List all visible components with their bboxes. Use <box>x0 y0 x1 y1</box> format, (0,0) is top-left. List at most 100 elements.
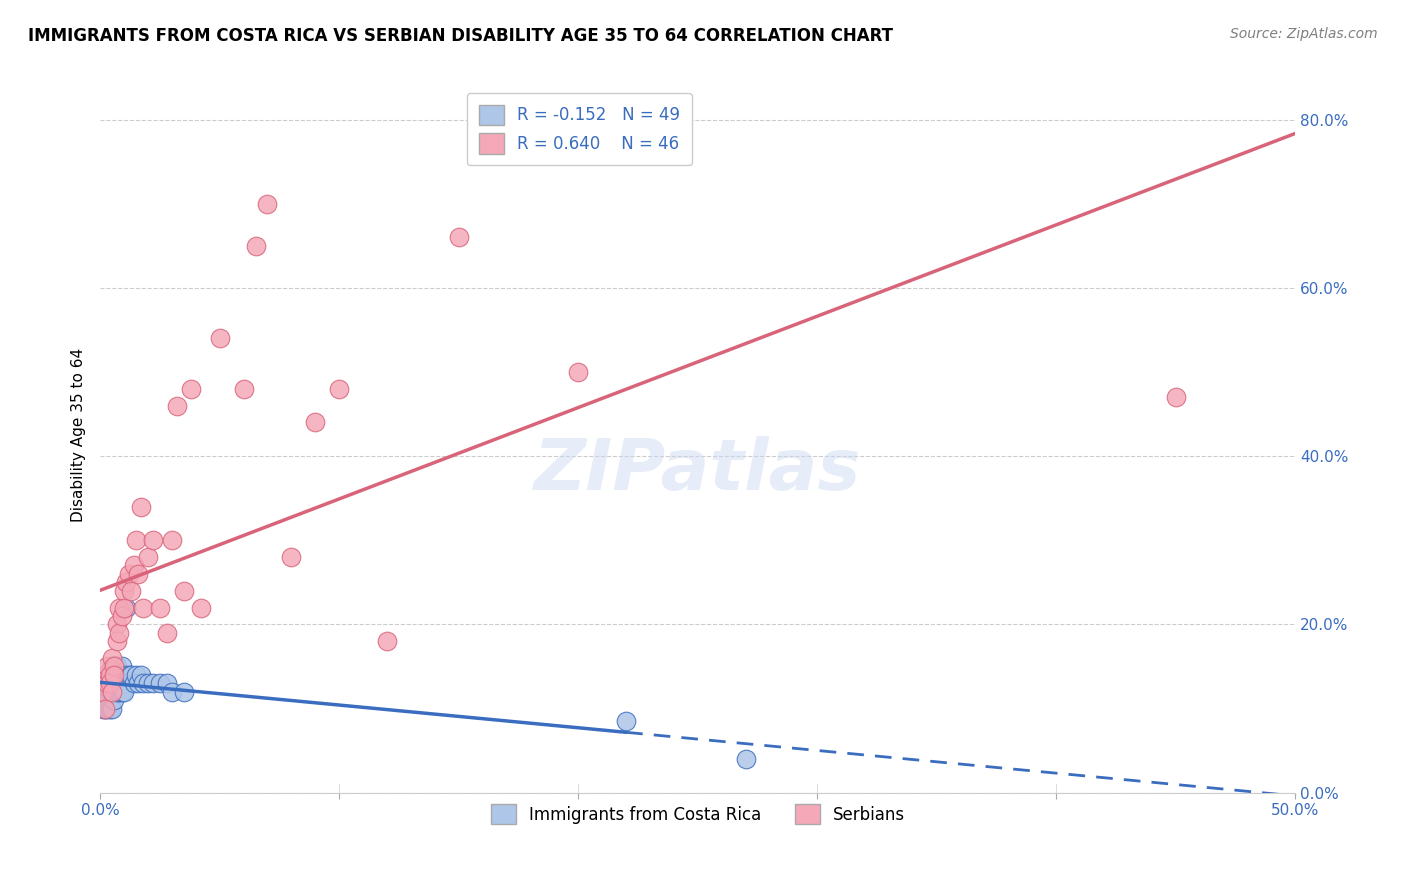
Point <box>103 676 125 690</box>
Point <box>101 684 124 698</box>
Point <box>328 382 350 396</box>
Point <box>567 365 589 379</box>
Point <box>127 676 149 690</box>
Point <box>1164 390 1187 404</box>
Point <box>125 533 148 548</box>
Point <box>94 684 117 698</box>
Point <box>101 676 124 690</box>
Point <box>96 676 118 690</box>
Point <box>614 714 637 728</box>
Point <box>101 651 124 665</box>
Point <box>256 196 278 211</box>
Point <box>98 676 121 690</box>
Point <box>149 676 172 690</box>
Point <box>94 701 117 715</box>
Point <box>105 676 128 690</box>
Point <box>734 752 756 766</box>
Point <box>101 684 124 698</box>
Point <box>96 693 118 707</box>
Point <box>375 634 398 648</box>
Point <box>98 668 121 682</box>
Point <box>96 676 118 690</box>
Point <box>127 566 149 581</box>
Point <box>98 676 121 690</box>
Point <box>101 659 124 673</box>
Point <box>118 668 141 682</box>
Point <box>115 575 138 590</box>
Point <box>180 382 202 396</box>
Point <box>208 331 231 345</box>
Point <box>129 500 152 514</box>
Point <box>166 399 188 413</box>
Point <box>94 668 117 682</box>
Point <box>91 684 114 698</box>
Point <box>280 550 302 565</box>
Point <box>108 625 131 640</box>
Point <box>304 416 326 430</box>
Text: ZIPatlas: ZIPatlas <box>534 436 862 505</box>
Point <box>120 583 142 598</box>
Point <box>112 583 135 598</box>
Point <box>136 676 159 690</box>
Point <box>132 600 155 615</box>
Point <box>94 693 117 707</box>
Point <box>94 676 117 690</box>
Text: IMMIGRANTS FROM COSTA RICA VS SERBIAN DISABILITY AGE 35 TO 64 CORRELATION CHART: IMMIGRANTS FROM COSTA RICA VS SERBIAN DI… <box>28 27 893 45</box>
Point <box>96 684 118 698</box>
Y-axis label: Disability Age 35 to 64: Disability Age 35 to 64 <box>72 348 86 522</box>
Point <box>160 684 183 698</box>
Point <box>156 676 179 690</box>
Point <box>98 668 121 682</box>
Point <box>105 634 128 648</box>
Point <box>132 676 155 690</box>
Point <box>232 382 254 396</box>
Point <box>160 533 183 548</box>
Point <box>98 701 121 715</box>
Point <box>91 701 114 715</box>
Point <box>118 566 141 581</box>
Point <box>111 609 134 624</box>
Point <box>173 684 195 698</box>
Point <box>122 558 145 573</box>
Point <box>112 600 135 615</box>
Point <box>125 668 148 682</box>
Point <box>91 676 114 690</box>
Point <box>96 668 118 682</box>
Point <box>103 659 125 673</box>
Point <box>142 676 165 690</box>
Point <box>156 625 179 640</box>
Point <box>112 684 135 698</box>
Text: Source: ZipAtlas.com: Source: ZipAtlas.com <box>1230 27 1378 41</box>
Point <box>94 668 117 682</box>
Point <box>105 617 128 632</box>
Point <box>91 684 114 698</box>
Point <box>245 238 267 252</box>
Point <box>115 600 138 615</box>
Point <box>108 684 131 698</box>
Point <box>103 668 125 682</box>
Point <box>129 668 152 682</box>
Point <box>105 684 128 698</box>
Point <box>142 533 165 548</box>
Point <box>103 659 125 673</box>
Point <box>173 583 195 598</box>
Point <box>111 659 134 673</box>
Point <box>112 668 135 682</box>
Point <box>94 701 117 715</box>
Point <box>108 600 131 615</box>
Point <box>101 701 124 715</box>
Point <box>111 684 134 698</box>
Point <box>447 230 470 244</box>
Point <box>136 550 159 565</box>
Point <box>120 668 142 682</box>
Point <box>103 693 125 707</box>
Point <box>96 659 118 673</box>
Point <box>96 701 118 715</box>
Point <box>108 668 131 682</box>
Point <box>105 659 128 673</box>
Legend: Immigrants from Costa Rica, Serbians: Immigrants from Costa Rica, Serbians <box>481 794 915 834</box>
Point <box>122 676 145 690</box>
Point <box>98 684 121 698</box>
Point <box>190 600 212 615</box>
Point <box>149 600 172 615</box>
